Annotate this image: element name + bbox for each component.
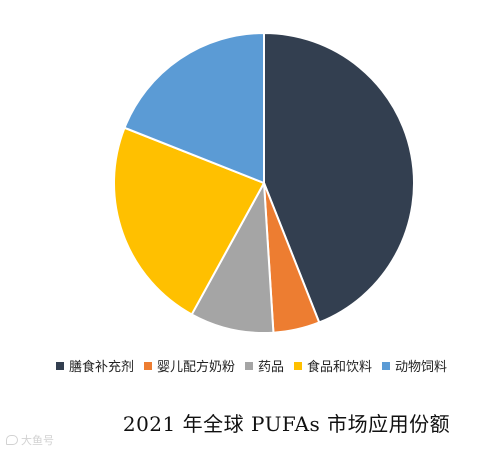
- legend-label-infant-formula: 婴儿配方奶粉: [156, 360, 235, 375]
- legend-item-infant-formula: 婴儿配方奶粉: [143, 356, 235, 375]
- pie-slice-dietary-supplements: [263, 32, 415, 324]
- legend-item-animal-feed: 动物饲料: [382, 356, 447, 375]
- pie-chart: [113, 32, 415, 334]
- watermark: 大鱼号: [6, 432, 54, 448]
- legend-label-pharmaceuticals: 药品: [257, 360, 284, 375]
- pie-slice-animal-feed: [123, 32, 265, 184]
- legend-swatch-infant-formula: [143, 361, 152, 370]
- watermark-text: 大鱼号: [21, 434, 54, 447]
- legend-label-animal-feed: 动物饲料: [395, 360, 448, 375]
- watermark-logo-icon: [6, 435, 18, 445]
- pie-slice-food-beverage: [113, 126, 265, 316]
- legend-label-dietary-supplements: 膳食补充剂: [68, 360, 134, 375]
- legend-swatch-pharmaceuticals: [244, 361, 253, 370]
- chart-legend: 膳食补充剂 婴儿配方奶粉 药品 食品和饮料 动物饲料: [0, 356, 503, 375]
- legend-swatch-food-beverage: [294, 361, 302, 370]
- legend-label-food-beverage: 食品和饮料: [307, 360, 373, 375]
- pie-slice-pharmaceuticals: [190, 182, 275, 334]
- legend-item-pharmaceuticals: 药品: [244, 356, 284, 375]
- legend-item-dietary-supplements: 膳食补充剂: [55, 356, 134, 375]
- legend-swatch-animal-feed: [382, 361, 391, 370]
- chart-title: 2021 年全球 PUFAs 市场应用份额: [122, 412, 451, 436]
- legend-item-food-beverage: 食品和饮料: [294, 356, 372, 375]
- legend-swatch-dietary-supplements: [55, 361, 64, 370]
